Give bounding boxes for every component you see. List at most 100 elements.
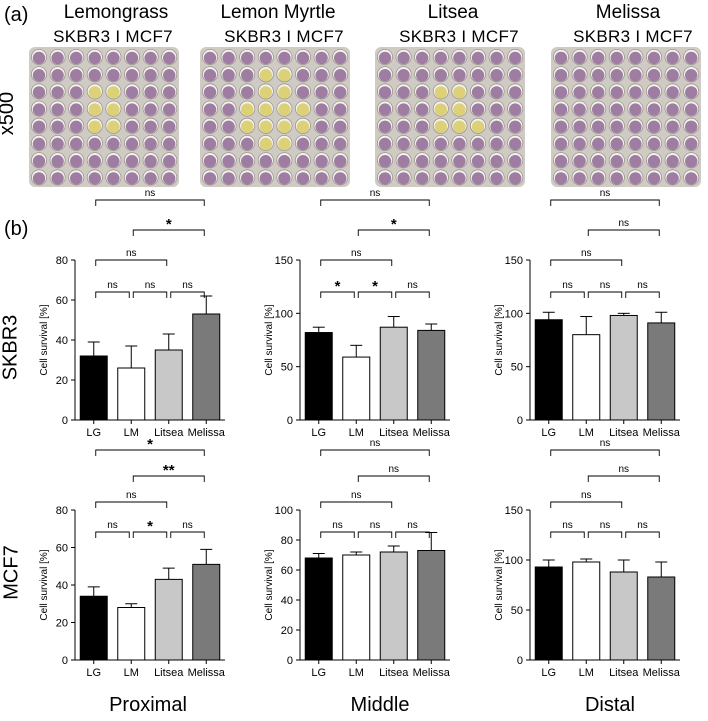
well (51, 155, 64, 168)
well (416, 86, 429, 99)
well (163, 86, 176, 99)
well (278, 103, 291, 116)
well (490, 155, 503, 168)
cell-line-header-3: SKBR3 I MCF7 (399, 27, 519, 46)
well (647, 69, 661, 82)
oil-title-melissa: Melissa (595, 2, 661, 23)
well (51, 137, 64, 151)
well (334, 69, 347, 82)
x-tick-label: LG (541, 667, 556, 679)
well (88, 137, 101, 151)
well (163, 51, 176, 65)
oil-title-litsea: Litsea (427, 2, 479, 23)
well (685, 86, 698, 99)
significance-bracket (132, 229, 205, 236)
y-tick-label: 100 (275, 505, 293, 517)
well (278, 51, 291, 65)
significance-label: ns (370, 438, 381, 449)
well (32, 86, 46, 99)
significance-bracket (395, 531, 430, 538)
well (666, 155, 679, 168)
bar-lg (304, 332, 333, 421)
well (163, 103, 176, 116)
well (163, 69, 176, 82)
well (378, 103, 392, 116)
well (144, 137, 157, 151)
well (471, 69, 485, 82)
well (647, 155, 661, 168)
well (32, 137, 46, 151)
significance-label: ns (332, 520, 343, 531)
well (88, 51, 101, 65)
well (471, 103, 485, 116)
well (685, 51, 698, 65)
well (107, 69, 120, 82)
well (685, 137, 698, 151)
well (334, 172, 347, 185)
well (434, 103, 447, 116)
y-tick-label: 40 (56, 335, 68, 347)
well (592, 137, 605, 151)
x-tick-label: LM (579, 427, 594, 439)
well (416, 69, 429, 82)
well (647, 86, 661, 99)
well (490, 51, 503, 65)
well (88, 69, 101, 82)
well (509, 51, 522, 65)
y-axis-label: Cell survival [%] (494, 304, 505, 375)
well (222, 51, 235, 65)
bar-melissa (647, 576, 676, 661)
well (378, 86, 392, 99)
well (163, 155, 176, 168)
well (32, 172, 46, 185)
well (554, 137, 568, 151)
significance-label: ns (581, 248, 592, 259)
y-axis-label: Cell survival [%] (264, 304, 275, 375)
y-tick-label: 100 (505, 308, 523, 320)
significance-label: * (372, 278, 378, 295)
well (222, 120, 235, 133)
y-tick-label: 0 (287, 415, 293, 427)
well (453, 137, 466, 151)
row-label-mcf7: MCF7 (0, 545, 23, 600)
well (107, 103, 120, 116)
significance-label: ns (407, 520, 418, 531)
bar-litsea (379, 326, 408, 421)
well (416, 103, 429, 116)
well (144, 120, 157, 133)
well (554, 69, 568, 82)
x-tick-label: LG (86, 667, 101, 679)
y-tick-label: 0 (62, 655, 68, 667)
well (629, 120, 642, 133)
well (278, 69, 291, 82)
well (144, 103, 157, 116)
y-tick-label: 20 (281, 625, 293, 637)
cell-line-header-4: SKBR3 I MCF7 (573, 27, 693, 46)
chart-mcf7-proximal: 0 20 40 60 80 Cell survival [%] LG LM Litsea Meli… (39, 436, 226, 679)
well (666, 69, 679, 82)
well (629, 155, 642, 168)
well (203, 69, 217, 82)
significance-bracket (587, 531, 623, 538)
y-tick-label: 60 (281, 565, 293, 577)
y-tick-label: 50 (281, 362, 293, 374)
well (259, 137, 272, 151)
y-tick-label: 50 (511, 605, 523, 617)
well (592, 86, 605, 99)
well (647, 103, 661, 116)
significance-bracket (357, 229, 430, 236)
bar-lg (79, 595, 108, 661)
y-tick-label: 100 (505, 555, 523, 567)
bar-melissa (192, 563, 221, 661)
well (554, 172, 568, 185)
well (666, 137, 679, 151)
well (203, 137, 217, 151)
chart-mcf7-middle: 0 20 40 60 80 100 Cell survival [%] LG LM Litsea M… (264, 438, 451, 679)
y-tick-label: 100 (275, 308, 293, 320)
bar-melissa (192, 313, 221, 421)
well (125, 155, 139, 168)
well (334, 120, 347, 133)
well (107, 86, 120, 99)
well (125, 51, 139, 65)
well (610, 51, 623, 65)
